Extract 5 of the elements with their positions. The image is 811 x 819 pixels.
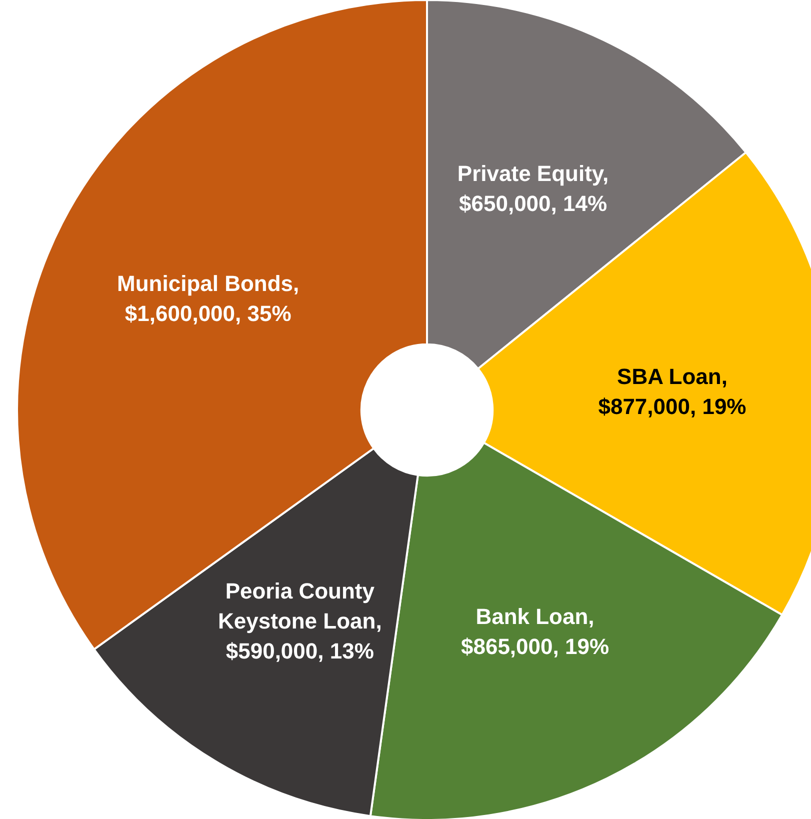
slice-label: SBA Loan — [617, 364, 722, 389]
slice-label: Municipal Bonds — [117, 270, 294, 296]
slice-label: Bank Loan — [476, 604, 588, 630]
slice-label: Peoria County Keystone Loan — [218, 578, 376, 634]
slice-label: Private Equity — [457, 161, 603, 186]
